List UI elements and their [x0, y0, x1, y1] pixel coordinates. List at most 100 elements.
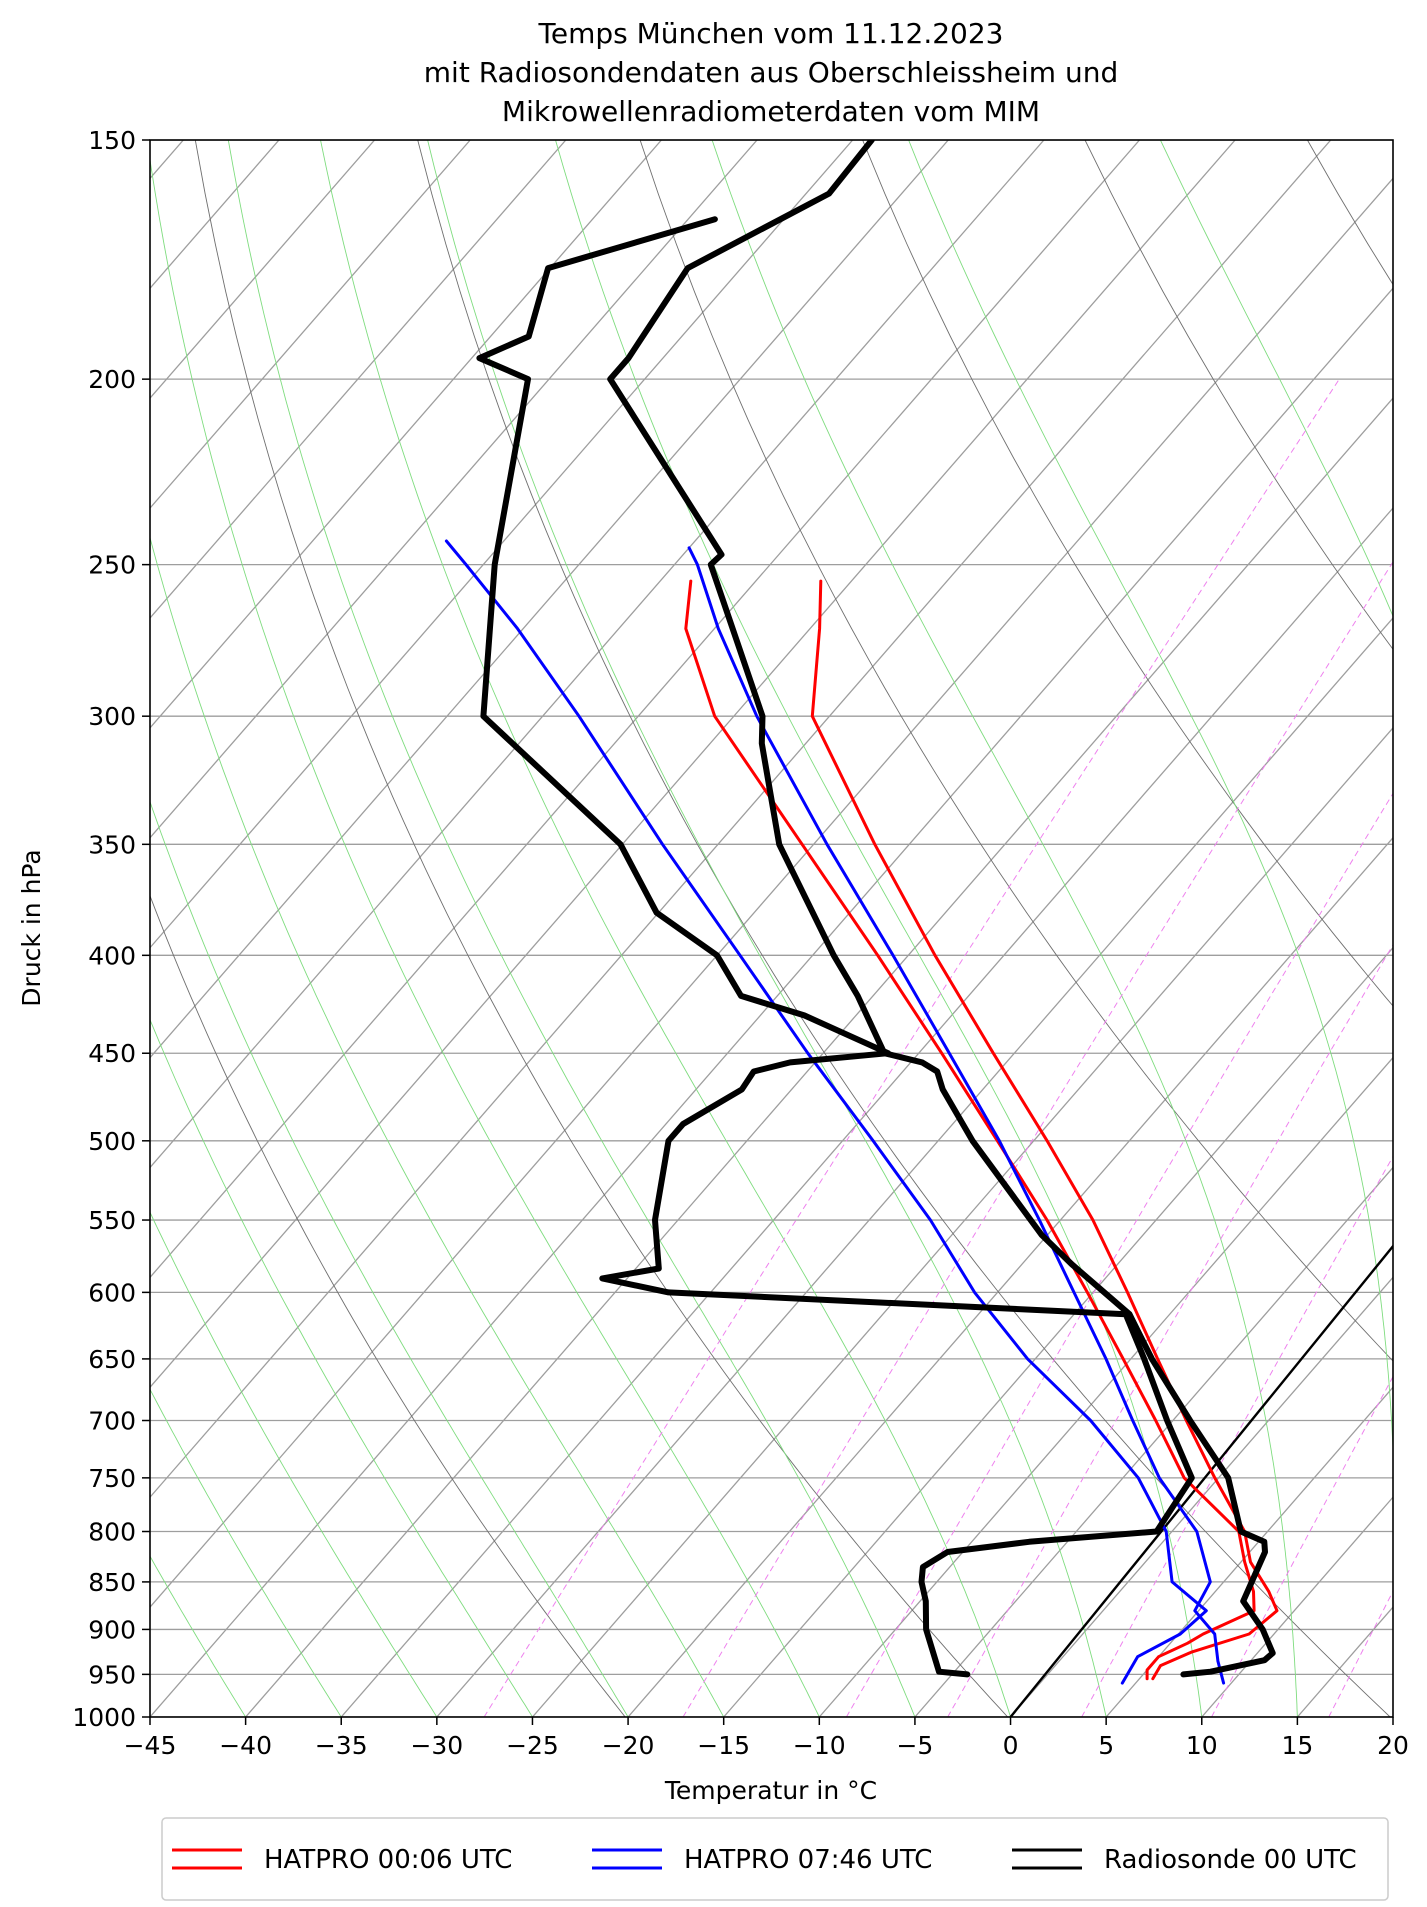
background-lines: [150, 140, 1427, 1717]
dry-adiabat-line: [862, 140, 1393, 1007]
legend: HATPRO 00:06 UTC HATPRO 07:46 UTC Radios…: [161, 1817, 1389, 1901]
dry-adiabat-line: [639, 140, 1393, 1362]
y-tick-label: 900: [88, 1615, 136, 1644]
y-tick-label: 150: [88, 126, 136, 155]
moist-adiabat-line: [150, 156, 820, 1717]
x-tick-label: −45: [124, 1731, 177, 1760]
isotherm-line: [150, 287, 1393, 1717]
x-axis-label-unit: °C: [847, 1776, 877, 1805]
y-tick-label: 750: [88, 1464, 136, 1493]
isotherm-line: [1392, 1716, 1393, 1717]
x-tick-label: 10: [1186, 1731, 1218, 1760]
legend-label-hatpro-00: HATPRO 00:06 UTC: [264, 1845, 512, 1875]
isotherm-line: [245, 397, 1393, 1717]
y-axis-ticks: 1000 950 900 850 800 750 700 650 600 550 500 450 400…: [72, 126, 150, 1732]
isotherm-line: [150, 140, 567, 619]
moist-adiabat-line: [150, 1211, 438, 1717]
isotherm-line: [150, 140, 376, 400]
legend-label-radiosonde: Radiosonde 00 UTC: [1104, 1845, 1357, 1875]
plot-frame: [149, 139, 1394, 1718]
isotherm-line: [150, 177, 1393, 1609]
dry-adiabat-line: [417, 140, 1391, 1717]
x-axis-label: Temperatur in °C: [664, 1776, 877, 1805]
x-tick-label: −35: [315, 1731, 368, 1760]
y-tick-label: 250: [88, 551, 136, 580]
x-tick-label: −25: [506, 1731, 559, 1760]
y-tick-label: 950: [88, 1660, 136, 1689]
mixing-ratio-line: [1211, 1375, 1393, 1717]
x-tick-label: −5: [896, 1731, 933, 1760]
moist-adiabat-line: [150, 1388, 342, 1717]
isotherm-line: [723, 946, 1393, 1717]
y-tick-label: 850: [88, 1568, 136, 1597]
dry-adiabat-line: [1084, 140, 1393, 651]
x-tick-label: −20: [602, 1731, 655, 1760]
hatpro-00-dewpoint-line: [684, 579, 1256, 1681]
dry-adiabat-line: [194, 140, 1009, 1717]
y-axis-label: Druck in hPa: [17, 849, 46, 1006]
x-tick-label: 0: [1003, 1731, 1019, 1760]
x-tick-label: 15: [1281, 1731, 1313, 1760]
isotherm-line: [150, 140, 949, 1059]
y-tick-label: 600: [88, 1278, 136, 1307]
y-tick-label: 650: [88, 1345, 136, 1374]
radiosonde-temperature-line: [607, 140, 1276, 1678]
isotherm-line: [150, 140, 1141, 1279]
data-series: [444, 140, 1279, 1685]
legend-label-hatpro-07: HATPRO 07:46 UTC: [684, 1845, 932, 1875]
y-tick-label: 200: [88, 365, 136, 394]
reference-line: [1009, 1244, 1393, 1717]
y-tick-label: 500: [88, 1127, 136, 1156]
moist-adiabat-line: [150, 536, 725, 1717]
chart-title-line-1: Temps München vom 11.12.2023: [538, 17, 1004, 50]
radiosonde-dewpoint-line: [476, 216, 1195, 1678]
isotherm-line: [150, 140, 758, 839]
x-axis-label-text: Temperatur in: [664, 1776, 847, 1805]
hatpro-07-dewpoint-line: [444, 539, 1208, 1685]
isotherm-line: [150, 140, 1332, 1499]
y-tick-label: 350: [88, 830, 136, 859]
moist-adiabat-line: [908, 140, 1393, 1717]
moist-adiabat-line: [150, 1555, 246, 1717]
y-tick-label: 450: [88, 1039, 136, 1068]
mixing-ratio-line: [1081, 1155, 1393, 1717]
x-axis-ticks: −45 −40 −35 −30 −25 −20 −15 −10 −5 0 5 10 15 20: [124, 1717, 1409, 1760]
isotherm-line: [1010, 1276, 1393, 1717]
y-tick-label: 300: [88, 702, 136, 731]
isotherm-line: [818, 1056, 1393, 1717]
moist-adiabat-line: [320, 140, 1011, 1717]
hatpro-00-temperature-line: [810, 579, 1279, 1681]
y-tick-label: 700: [88, 1407, 136, 1436]
x-tick-label: −10: [793, 1731, 846, 1760]
moist-adiabat-line: [150, 800, 629, 1717]
isotherm-line: [150, 140, 471, 510]
mixing-ratio-line: [845, 792, 1393, 1717]
mixing-ratio-line: [483, 378, 1340, 1717]
mixing-ratio-line: [1328, 1590, 1393, 1717]
x-tick-label: −15: [697, 1731, 750, 1760]
isotherm-line: [150, 140, 1236, 1389]
chart-title-line-3: Mikrowellenradiometerdaten vom MIM: [502, 95, 1040, 128]
y-tick-label: 400: [88, 941, 136, 970]
moist-adiabat-line: [227, 140, 916, 1717]
isotherm-line: [531, 726, 1393, 1717]
dry-adiabat-line: [1307, 140, 1393, 286]
chart-title-line-2: mit Radiosondendaten aus Oberschleisshei…: [424, 56, 1118, 89]
isotherm-line: [150, 140, 662, 729]
x-tick-label: −40: [219, 1731, 272, 1760]
mixing-ratio-line: [1415, 379, 1427, 1717]
y-tick-label: 800: [88, 1518, 136, 1547]
isotherm-line: [340, 507, 1393, 1717]
isotherm-line: [1105, 1386, 1393, 1717]
isotherm-line: [436, 616, 1393, 1717]
y-tick-label: 550: [88, 1206, 136, 1235]
legend-box: [161, 1817, 1389, 1901]
isotherm-line: [914, 1166, 1393, 1717]
moist-adiabat-line: [711, 140, 1298, 1717]
isotherm-line: [627, 836, 1393, 1717]
dry-adiabat-line: [150, 894, 626, 1717]
x-tick-label: 20: [1377, 1731, 1409, 1760]
moist-adiabat-line: [150, 1018, 533, 1717]
y-tick-label: 1000: [72, 1703, 136, 1732]
